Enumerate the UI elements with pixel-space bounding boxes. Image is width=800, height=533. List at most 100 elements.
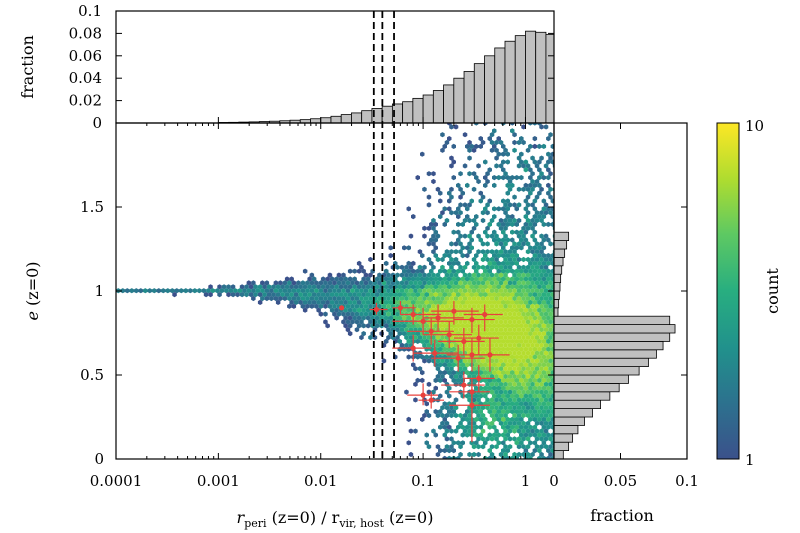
density-hex [516,233,522,239]
density-hex [476,264,481,270]
density-hex [507,217,513,224]
density-hex [260,280,265,286]
density-hex [422,186,427,192]
density-hex [534,428,540,434]
density-hex [435,412,441,419]
density-hex [152,288,157,294]
density-hex [336,288,342,294]
density-hex [381,358,387,364]
density-hex [532,440,538,446]
density-hex [420,276,425,282]
density-hex [521,373,526,380]
density-hex [494,139,499,146]
density-hex [228,288,234,294]
density-hex [429,268,434,274]
density-hex [496,440,501,446]
density-hex [474,346,479,352]
density-hex [408,451,414,458]
density-hex [543,303,549,309]
density-hex [460,362,465,368]
density-hex [546,354,551,360]
density-hex [273,288,279,294]
density-hex [402,299,407,305]
density-hex [456,206,461,212]
density-hex [474,362,479,368]
red-point-marker [397,305,403,311]
density-hex [543,358,549,364]
density-hex [424,284,429,290]
density-hex [431,280,436,286]
density-hex [521,389,526,395]
density-hex [503,264,508,270]
density-hex [514,253,519,259]
density-hex [550,323,554,329]
density-hex [467,280,472,286]
density-hex [469,370,474,376]
density-hex [487,448,492,454]
density-hex [489,436,495,442]
density-hex [534,163,540,169]
density-hex [431,272,436,278]
density-hex [492,338,497,344]
density-hex [548,397,553,403]
density-hex [521,420,526,426]
density-hex [478,237,483,243]
density-hex [460,323,465,329]
density-hex [539,327,544,333]
density-hex [280,284,285,290]
density-hex [480,342,486,348]
density-hex [262,284,267,290]
density-hex [521,436,526,442]
density-hex [492,182,497,188]
density-hex [498,225,504,231]
density-hex [431,334,436,341]
density-hex [514,206,519,212]
density-hex [514,299,519,305]
density-hex [456,268,461,274]
density-hex [266,292,272,298]
density-hex [534,366,540,372]
density-hex [503,319,508,325]
density-hex [532,346,538,352]
red-point [392,334,432,362]
density-hex [541,393,547,399]
density-hex [476,397,481,403]
density-hex [478,424,483,430]
density-hex [537,245,542,251]
density-hex [505,284,510,290]
right-histogram-bar [553,273,562,284]
density-hex [449,428,454,434]
density-hex [431,295,436,302]
density-hex [516,397,522,403]
density-hex [548,358,553,364]
density-hex [528,455,533,459]
density-hex [399,272,405,278]
density-hex [510,323,515,329]
density-hex [505,455,510,459]
density-hex [516,412,522,419]
density-hex [248,284,254,290]
density-hex [519,424,524,430]
density-hex [483,385,488,391]
density-hex [548,334,553,341]
red-point [449,383,490,443]
density-hex [467,303,472,309]
density-hex [548,241,553,247]
density-hex [507,249,513,255]
density-hex [462,358,468,364]
density-hex [539,373,544,380]
density-hex [161,288,166,294]
density-hex [478,190,483,196]
density-hex [465,206,470,212]
density-hex [311,284,317,290]
density-hex [534,350,540,356]
red-point-marker [482,311,488,318]
density-hex [487,268,492,274]
density-hex [539,217,544,224]
density-hex [512,319,517,325]
right-histogram-bar [553,332,671,342]
density-hex [503,366,508,372]
density-hex [458,366,463,372]
density-hex [546,159,551,165]
density-hex [532,354,538,360]
